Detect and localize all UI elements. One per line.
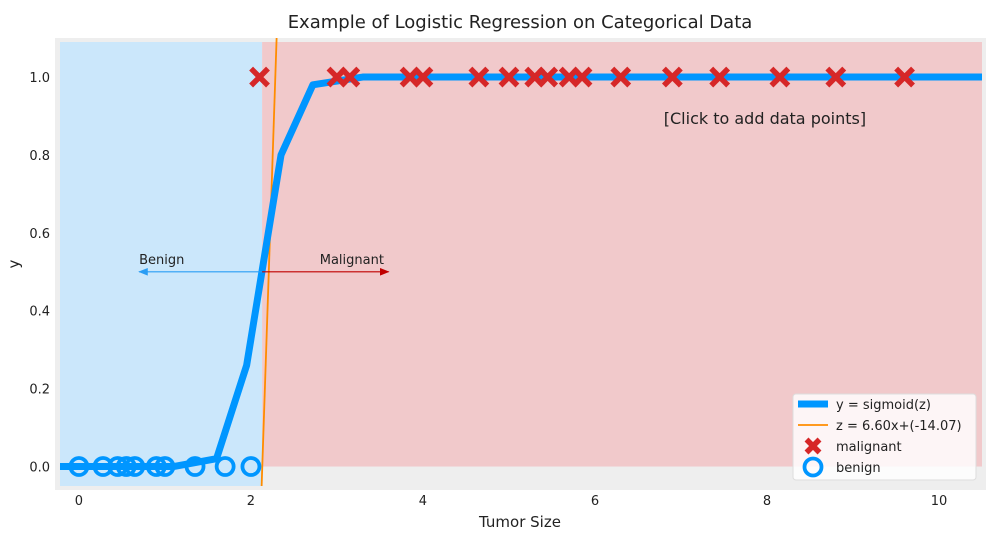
svg-text:malignant: malignant xyxy=(836,440,902,455)
y-axis-label: y xyxy=(5,259,23,268)
svg-text:z = 6.60x+(-14.07): z = 6.60x+(-14.07) xyxy=(836,419,962,434)
benign-point[interactable] xyxy=(154,456,176,477)
svg-text:y = sigmoid(z): y = sigmoid(z) xyxy=(836,398,931,413)
benign-point[interactable] xyxy=(92,456,114,477)
malignant-point[interactable] xyxy=(399,66,421,88)
malignant-point[interactable] xyxy=(537,66,559,88)
y-tick-label: 0.2 xyxy=(29,383,50,398)
malignant-label: Malignant xyxy=(320,253,384,268)
malignant-point[interactable] xyxy=(769,66,791,88)
malignant-point[interactable] xyxy=(661,66,683,88)
legend-item-benign: benign xyxy=(802,456,881,478)
z-line xyxy=(260,38,278,486)
benign-point[interactable] xyxy=(240,456,262,477)
y-tick-label: 0.0 xyxy=(29,461,50,476)
malignant-point[interactable] xyxy=(249,66,270,88)
x-tick-label: 6 xyxy=(591,494,599,509)
series-layer xyxy=(60,38,982,486)
malignant-point[interactable] xyxy=(524,66,546,88)
x-tick-label: 2 xyxy=(247,494,255,509)
y-tick-label: 0.6 xyxy=(29,227,50,242)
malignant-point[interactable] xyxy=(825,66,847,88)
legend-item-y-sigmoid-z-: y = sigmoid(z) xyxy=(798,398,931,413)
malignant-point[interactable] xyxy=(610,66,632,88)
x-tick-label: 0 xyxy=(75,494,83,509)
benign-label: Benign xyxy=(139,253,184,268)
click-hint: [Click to add data points] xyxy=(664,109,866,128)
x-tick-label: 8 xyxy=(763,494,771,509)
malignant-point[interactable] xyxy=(709,66,731,88)
benign-point[interactable] xyxy=(124,456,146,477)
malignant-point[interactable] xyxy=(468,66,490,88)
y-tick-label: 0.4 xyxy=(29,305,50,320)
benign-point[interactable] xyxy=(214,456,236,477)
y-tick-label: 0.8 xyxy=(29,149,50,164)
legend-item-malignant: malignant xyxy=(804,437,902,455)
x-axis-label: Tumor Size xyxy=(478,513,561,531)
annotation-layer: Benign Malignant [Click to add data points… xyxy=(138,109,866,276)
points-layer[interactable] xyxy=(68,66,915,477)
benign-point[interactable] xyxy=(68,456,90,477)
y-axis-ticks: 0.0 0.2 0.4 0.6 0.8 1.0 xyxy=(29,71,50,475)
x-axis-ticks: 0 2 4 6 8 10 xyxy=(75,494,947,509)
legend: y = sigmoid(z) z = 6.60x+(-14.07) malignan… xyxy=(792,393,977,481)
benign-point[interactable] xyxy=(184,456,206,477)
benign-point[interactable] xyxy=(115,456,137,477)
malignant-point[interactable] xyxy=(326,66,348,88)
svg-text:benign: benign xyxy=(836,461,881,476)
malignant-point[interactable] xyxy=(339,66,361,88)
sigmoid-line xyxy=(60,73,982,471)
y-tick-label: 1.0 xyxy=(29,71,50,86)
x-tick-label: 4 xyxy=(419,494,427,509)
malignant-point[interactable] xyxy=(498,66,520,88)
legend-item-z-x-: z = 6.60x+(-14.07) xyxy=(798,419,962,434)
benign-point[interactable] xyxy=(145,456,167,477)
malignant-point[interactable] xyxy=(571,66,593,88)
malignant-point[interactable] xyxy=(558,66,580,88)
malignant-point[interactable] xyxy=(412,66,434,88)
x-tick-label: 10 xyxy=(931,494,948,509)
chart-title: Example of Logistic Regression on Catego… xyxy=(288,12,753,33)
malignant-point[interactable] xyxy=(894,66,915,88)
